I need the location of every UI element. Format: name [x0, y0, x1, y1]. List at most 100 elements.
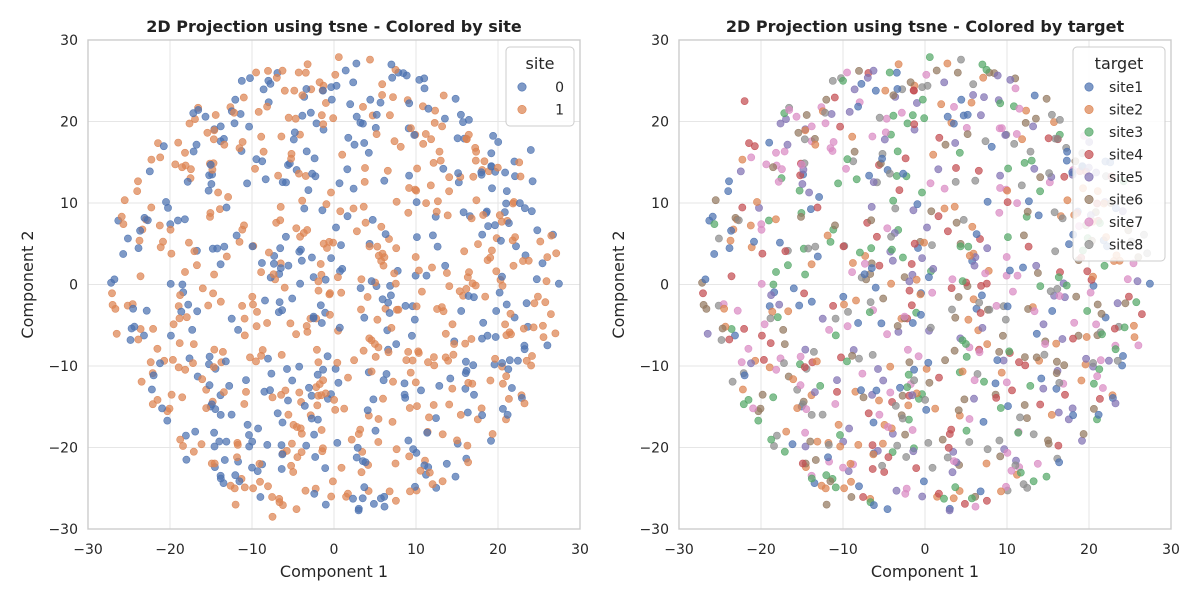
data-point-1 — [329, 114, 338, 123]
data-point-1 — [281, 386, 290, 395]
data-point-site8 — [1053, 134, 1062, 143]
data-point-site4 — [1110, 324, 1119, 333]
data-point-site3 — [903, 119, 912, 128]
data-point-1 — [349, 204, 358, 213]
data-point-site4 — [935, 133, 944, 142]
data-point-site7 — [796, 381, 805, 390]
data-point-1 — [218, 347, 227, 356]
data-point-1 — [108, 289, 116, 298]
data-point-0 — [220, 242, 229, 251]
data-point-site3 — [754, 416, 763, 425]
data-point-1 — [479, 211, 488, 219]
data-point-site1 — [857, 386, 865, 395]
data-point-0 — [206, 160, 215, 169]
data-point-1 — [314, 286, 323, 295]
data-point-site7 — [801, 428, 809, 437]
data-point-site5 — [775, 300, 784, 309]
data-point-site4 — [738, 203, 747, 212]
data-point-1 — [119, 220, 128, 228]
data-point-0 — [484, 222, 492, 230]
data-point-1 — [392, 244, 401, 253]
data-point-site8 — [866, 298, 875, 306]
data-point-site3 — [955, 148, 964, 157]
data-point-0 — [210, 442, 219, 451]
data-point-site2 — [1063, 196, 1072, 205]
data-point-site6 — [802, 111, 811, 119]
data-point-site1 — [1004, 402, 1012, 410]
data-point-0 — [501, 168, 509, 177]
data-point-0 — [338, 264, 347, 273]
data-point-site5 — [867, 202, 876, 211]
data-point-1 — [318, 447, 327, 456]
data-point-0 — [273, 409, 282, 418]
data-point-1 — [492, 267, 501, 276]
data-point-0 — [404, 436, 413, 445]
data-point-site7 — [1003, 448, 1012, 457]
data-point-site6 — [1052, 369, 1061, 377]
data-point-site7 — [883, 224, 892, 233]
data-point-1 — [249, 484, 257, 493]
data-point-1 — [321, 99, 330, 107]
data-point-0 — [350, 140, 359, 149]
data-point-site5 — [978, 323, 987, 332]
data-point-0 — [277, 465, 286, 473]
data-point-0 — [140, 331, 148, 340]
data-point-0 — [296, 245, 305, 254]
data-point-site8 — [891, 401, 900, 410]
data-point-site1 — [750, 237, 758, 246]
data-point-0 — [261, 296, 269, 305]
data-point-0 — [332, 223, 340, 232]
data-point-0 — [204, 186, 213, 195]
chart-title: 2D Projection using tsne - Colored by ta… — [726, 17, 1125, 36]
data-point-site4 — [798, 459, 807, 468]
data-point-site7 — [1092, 320, 1100, 329]
data-point-0 — [307, 414, 316, 423]
data-point-1 — [422, 199, 430, 207]
data-point-1 — [302, 322, 311, 330]
data-point-1 — [286, 319, 295, 328]
data-point-0 — [478, 334, 486, 343]
data-point-0 — [300, 204, 309, 213]
data-point-1 — [263, 102, 271, 111]
data-point-1 — [301, 68, 310, 77]
data-point-site5 — [1006, 76, 1015, 84]
data-point-1 — [530, 299, 539, 308]
data-point-0 — [457, 307, 466, 315]
data-point-site4 — [901, 154, 910, 163]
data-point-0 — [306, 108, 315, 117]
data-point-0 — [488, 184, 496, 193]
y-axis-label: Component 2 — [609, 230, 628, 338]
data-point-site1 — [920, 477, 928, 486]
data-point-site7 — [1002, 482, 1010, 491]
data-point-1 — [471, 156, 480, 165]
data-point-1 — [252, 322, 261, 331]
data-point-site8 — [951, 177, 960, 186]
data-point-site2 — [997, 487, 1005, 496]
data-point-site5 — [869, 66, 878, 75]
data-point-site1 — [854, 102, 862, 111]
y-tick-label: −30 — [48, 522, 78, 538]
data-point-1 — [357, 275, 366, 284]
data-point-0 — [352, 453, 361, 462]
data-point-site6 — [867, 216, 876, 225]
data-point-site3 — [996, 404, 1005, 412]
data-point-0 — [242, 376, 250, 384]
data-point-0 — [332, 81, 341, 90]
data-point-site8 — [1029, 430, 1038, 439]
data-point-site3 — [958, 277, 967, 285]
data-point-0 — [372, 110, 381, 119]
data-point-1 — [147, 203, 156, 212]
data-point-1 — [278, 66, 287, 75]
data-point-1 — [314, 277, 323, 286]
data-point-1 — [333, 358, 342, 367]
data-point-site7 — [950, 103, 958, 111]
data-point-site2 — [1018, 135, 1026, 144]
data-point-site5 — [908, 270, 917, 279]
data-point-site1 — [1146, 279, 1154, 288]
data-point-1 — [539, 321, 547, 330]
data-point-site1 — [776, 238, 784, 247]
data-point-1 — [292, 505, 301, 513]
data-point-1 — [374, 438, 383, 446]
data-point-0 — [358, 119, 367, 128]
data-point-site1 — [795, 301, 804, 310]
